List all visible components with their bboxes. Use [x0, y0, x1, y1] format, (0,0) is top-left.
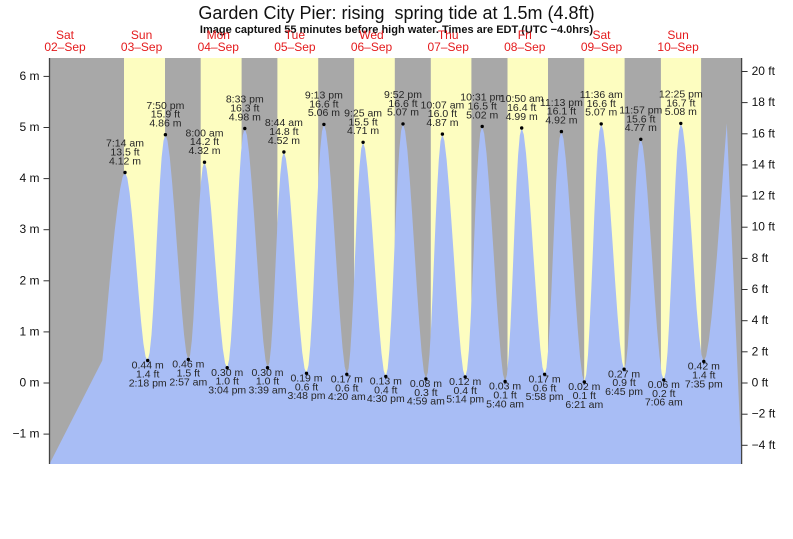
svg-text:20 ft: 20 ft [752, 64, 776, 78]
svg-text:4 m: 4 m [19, 171, 39, 185]
svg-text:1 m: 1 m [19, 324, 39, 338]
svg-text:11:36 am: 11:36 am [580, 89, 623, 101]
svg-text:11:13 pm: 11:13 pm [540, 97, 583, 109]
svg-text:7:06 am: 7:06 am [645, 397, 683, 409]
svg-text:8 ft: 8 ft [752, 251, 769, 265]
svg-text:−4 ft: −4 ft [752, 438, 776, 452]
svg-text:8:00 am: 8:00 am [186, 127, 224, 139]
svg-text:10–Sep: 10–Sep [657, 40, 699, 54]
svg-text:6:45 pm: 6:45 pm [605, 386, 643, 398]
svg-text:9:52 pm: 9:52 pm [384, 89, 422, 101]
svg-text:8:33 pm: 8:33 pm [226, 94, 264, 106]
svg-text:2:18 pm: 2:18 pm [129, 377, 167, 389]
svg-text:8:44 am: 8:44 am [265, 117, 303, 129]
svg-text:4:20 am: 4:20 am [328, 391, 366, 403]
svg-text:10:07 am: 10:07 am [421, 99, 465, 111]
svg-text:−2 ft: −2 ft [752, 407, 776, 421]
svg-text:6:21 am: 6:21 am [565, 399, 603, 411]
svg-text:12 ft: 12 ft [752, 189, 776, 203]
svg-text:06–Sep: 06–Sep [351, 40, 393, 54]
svg-text:14 ft: 14 ft [752, 157, 776, 171]
svg-text:6 m: 6 m [19, 69, 39, 83]
svg-text:0 m: 0 m [19, 376, 39, 390]
svg-text:10:31 pm: 10:31 pm [460, 92, 504, 104]
svg-text:3:39 am: 3:39 am [249, 385, 287, 397]
svg-text:7:35 pm: 7:35 pm [685, 378, 723, 390]
svg-text:6 ft: 6 ft [752, 282, 769, 296]
svg-text:5:14 pm: 5:14 pm [446, 394, 484, 406]
svg-text:03–Sep: 03–Sep [121, 40, 163, 54]
svg-text:9:25 am: 9:25 am [344, 108, 382, 120]
svg-text:4:59 am: 4:59 am [407, 396, 445, 408]
svg-text:11:57 pm: 11:57 pm [619, 105, 662, 117]
svg-text:5:40 am: 5:40 am [486, 398, 524, 410]
svg-text:4:30 pm: 4:30 pm [367, 393, 405, 405]
svg-text:10:50 am: 10:50 am [500, 93, 544, 105]
svg-text:07–Sep: 07–Sep [428, 40, 470, 54]
svg-text:3 m: 3 m [19, 222, 39, 236]
svg-text:0 ft: 0 ft [752, 376, 769, 390]
svg-text:18 ft: 18 ft [752, 95, 776, 109]
svg-text:10 ft: 10 ft [752, 220, 776, 234]
svg-text:2:57 am: 2:57 am [169, 376, 207, 388]
svg-text:3:04 pm: 3:04 pm [208, 385, 246, 397]
svg-text:02–Sep: 02–Sep [44, 40, 86, 54]
svg-text:7:50 pm: 7:50 pm [146, 100, 184, 112]
svg-text:5:58 pm: 5:58 pm [526, 391, 564, 403]
svg-text:05–Sep: 05–Sep [274, 40, 316, 54]
svg-text:5 m: 5 m [19, 120, 39, 134]
svg-text:9:13 pm: 9:13 pm [305, 90, 343, 102]
svg-text:4 ft: 4 ft [752, 313, 769, 327]
svg-text:04–Sep: 04–Sep [198, 40, 240, 54]
svg-text:2 m: 2 m [19, 273, 39, 287]
svg-text:12:25 pm: 12:25 pm [659, 89, 703, 101]
svg-text:2 ft: 2 ft [752, 344, 769, 358]
svg-text:16 ft: 16 ft [752, 126, 776, 140]
svg-text:7:14 am: 7:14 am [106, 138, 144, 150]
svg-text:08–Sep: 08–Sep [504, 40, 546, 54]
svg-text:09–Sep: 09–Sep [581, 40, 623, 54]
svg-text:−1 m: −1 m [12, 427, 39, 441]
svg-text:3:48 pm: 3:48 pm [288, 390, 326, 402]
